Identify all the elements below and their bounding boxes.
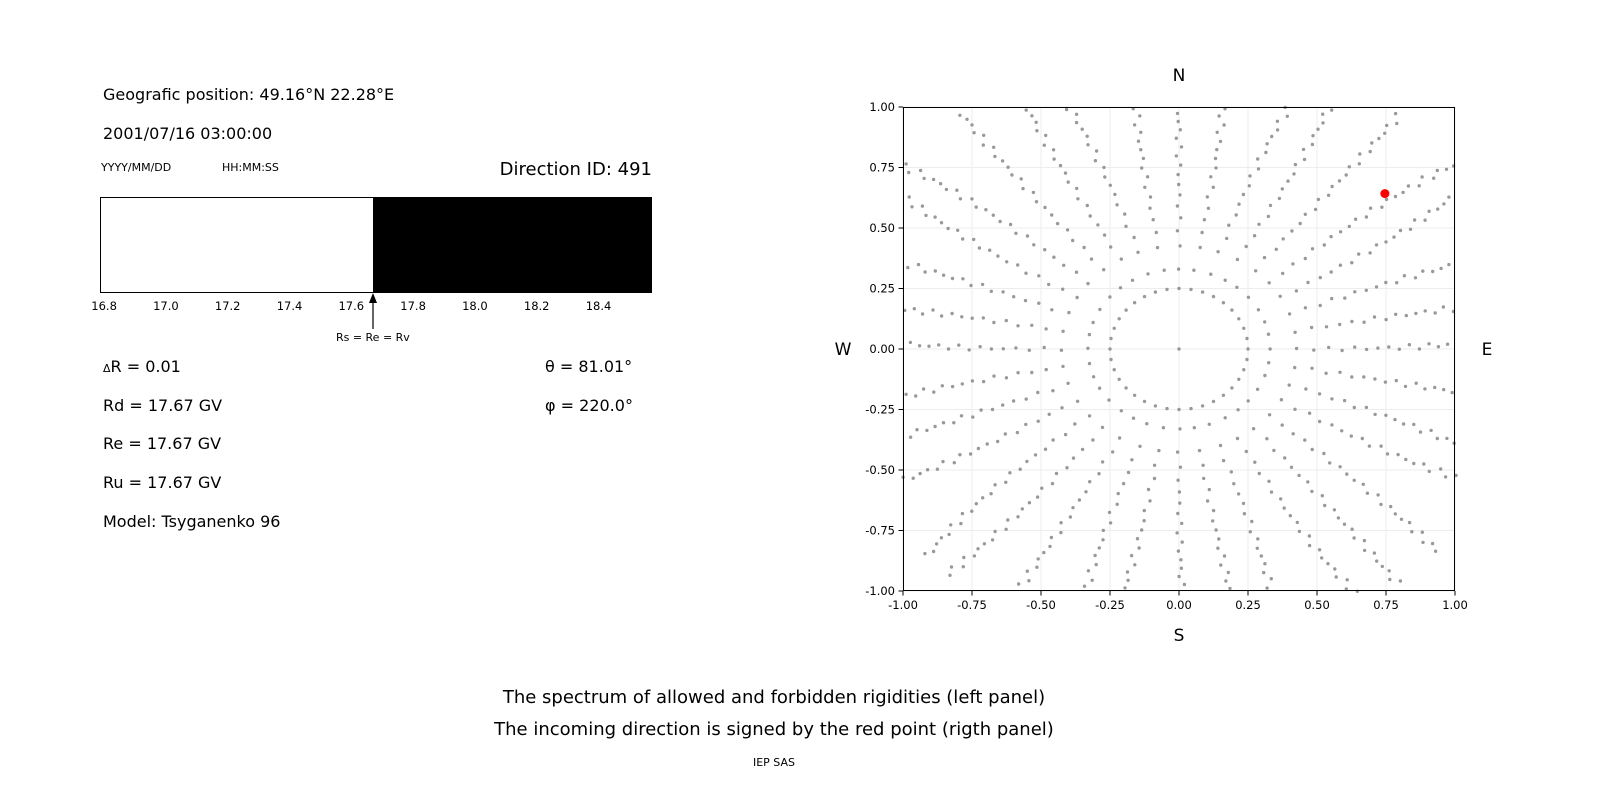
ru-value: Ru = 17.67 GV (103, 473, 222, 492)
y-tick-label: 0.00 (869, 342, 895, 356)
caption-line-2: The incoming direction is signed by the … (494, 719, 1054, 740)
phi-value: φ = 220.0° (545, 396, 633, 415)
red-direction-point (1380, 189, 1390, 199)
y-tick-label: 1.00 (869, 100, 895, 114)
model-label: Model: Tsyganenko 96 (103, 512, 281, 531)
x-axis: -1.00 -0.75 -0.50 -0.25 0.00 0.25 0.50 0.75 1.00 (888, 591, 1468, 612)
theta-value: θ = 81.01° (545, 357, 633, 376)
spectrum-tick-label: 17.8 (400, 299, 426, 313)
direction-id-label: Direction ID: 491 (499, 159, 652, 180)
spectrum-tick-label: 17.0 (153, 299, 179, 313)
spectrum-tick-label: 18.0 (462, 299, 488, 313)
marker-arrow-icon (368, 293, 377, 329)
x-tick-label: -0.75 (957, 598, 987, 612)
spectrum-tick-label: 16.8 (91, 299, 117, 313)
y-tick-label: 0.25 (869, 282, 895, 296)
spectrum-tick-label: 17.2 (214, 299, 241, 313)
compass-north: N (1173, 66, 1186, 86)
rd-value: Rd = 17.67 GV (103, 396, 223, 415)
re-value: Re = 17.67 GV (103, 434, 222, 453)
marker-label: Rs = Re = Rv (335, 331, 410, 344)
datetime: 2001/07/16 03:00:00 (103, 124, 273, 143)
spectrum-tick-label: 18.2 (523, 299, 550, 313)
direction-plot: -1.00 -0.75 -0.50 -0.25 0.00 0.25 0.50 0.75 1.00… (835, 66, 1493, 646)
x-tick-label: 1.00 (1442, 598, 1468, 612)
y-tick-label: -1.00 (865, 584, 895, 598)
y-tick-label: -0.75 (865, 524, 895, 538)
geographic-position: Geografic position: 49.16°N 22.28°E (103, 85, 395, 104)
compass-south: S (1174, 626, 1185, 646)
date-format-label: YYYY/MM/DD (101, 161, 172, 174)
y-tick-label: -0.50 (865, 463, 895, 477)
spectrum-tick-label: 17.4 (276, 299, 303, 313)
direction-dots (901, 105, 1458, 593)
plot-frame (903, 107, 1455, 591)
credit-label: IEP SAS (752, 756, 796, 769)
arrow-head (368, 293, 377, 303)
x-tick-label: 0.25 (1235, 598, 1261, 612)
x-tick-label: 0.50 (1304, 598, 1330, 612)
spectrum-tick-label: 17.6 (338, 299, 365, 313)
caption-line-1: The spectrum of allowed and forbidden ri… (502, 687, 1046, 708)
compass-labels: N S W E (835, 66, 1493, 646)
compass-west: W (835, 340, 852, 360)
spectrum-tick-label: 18.4 (585, 299, 612, 313)
compass-east: E (1482, 340, 1493, 360)
y-tick-label: 0.75 (869, 161, 895, 175)
x-tick-label: -0.50 (1026, 598, 1056, 612)
rigidity-spectrum-bar (100, 197, 652, 293)
forbidden-region (372, 198, 651, 292)
y-axis: 1.00 0.75 0.50 0.25 0.00 -0.25 -0.50 -0.75 -1.00 (865, 100, 903, 598)
x-tick-label: -0.25 (1095, 598, 1125, 612)
y-tick-label: -0.25 (865, 403, 895, 417)
delta-r-value: ΔR = 0.01 (103, 357, 181, 376)
x-tick-label: -1.00 (888, 598, 918, 612)
x-tick-label: 0.75 (1373, 598, 1399, 612)
y-tick-label: 0.50 (869, 221, 895, 235)
time-format-label: HH:MM:SS (222, 161, 279, 174)
x-tick-label: 0.00 (1166, 598, 1192, 612)
